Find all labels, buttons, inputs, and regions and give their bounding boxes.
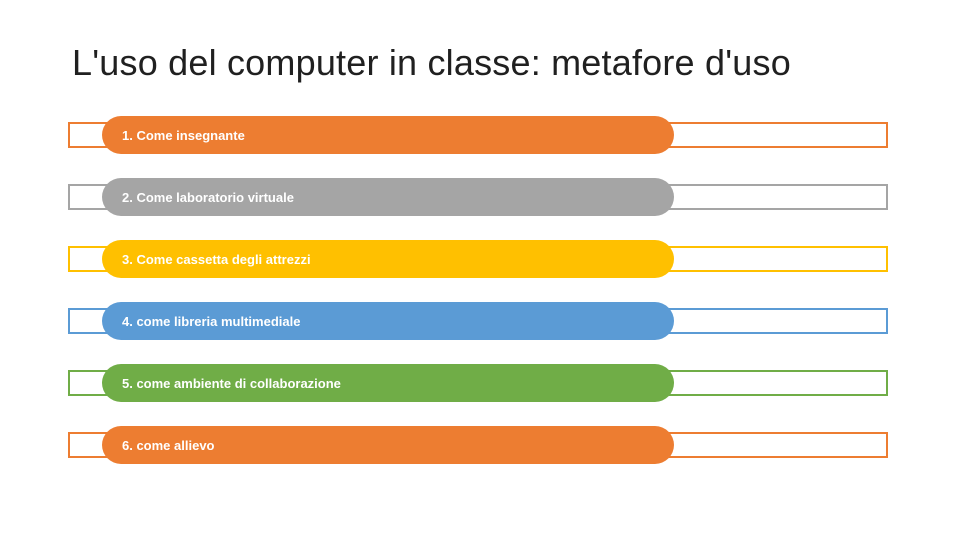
item-pill: 1. Come insegnante <box>102 116 674 154</box>
item-label: 5. come ambiente di collaborazione <box>122 376 341 391</box>
item-pill: 3. Come cassetta degli attrezzi <box>102 240 674 278</box>
list-item: 2. Come laboratorio virtuale <box>68 178 888 216</box>
slide-title: L'uso del computer in classe: metafore d… <box>72 42 888 84</box>
list-item: 3. Come cassetta degli attrezzi <box>68 240 888 278</box>
item-pill: 4. come libreria multimediale <box>102 302 674 340</box>
item-label: 1. Come insegnante <box>122 128 245 143</box>
item-label: 2. Come laboratorio virtuale <box>122 190 294 205</box>
list-item: 6. come allievo <box>68 426 888 464</box>
item-pill: 2. Come laboratorio virtuale <box>102 178 674 216</box>
list-item: 1. Come insegnante <box>68 116 888 154</box>
list-item: 4. come libreria multimediale <box>68 302 888 340</box>
item-pill: 5. come ambiente di collaborazione <box>102 364 674 402</box>
metaphor-list: 1. Come insegnante 2. Come laboratorio v… <box>68 116 888 464</box>
list-item: 5. come ambiente di collaborazione <box>68 364 888 402</box>
item-label: 4. come libreria multimediale <box>122 314 300 329</box>
slide: L'uso del computer in classe: metafore d… <box>0 0 960 540</box>
item-label: 3. Come cassetta degli attrezzi <box>122 252 311 267</box>
item-label: 6. come allievo <box>122 438 215 453</box>
item-pill: 6. come allievo <box>102 426 674 464</box>
